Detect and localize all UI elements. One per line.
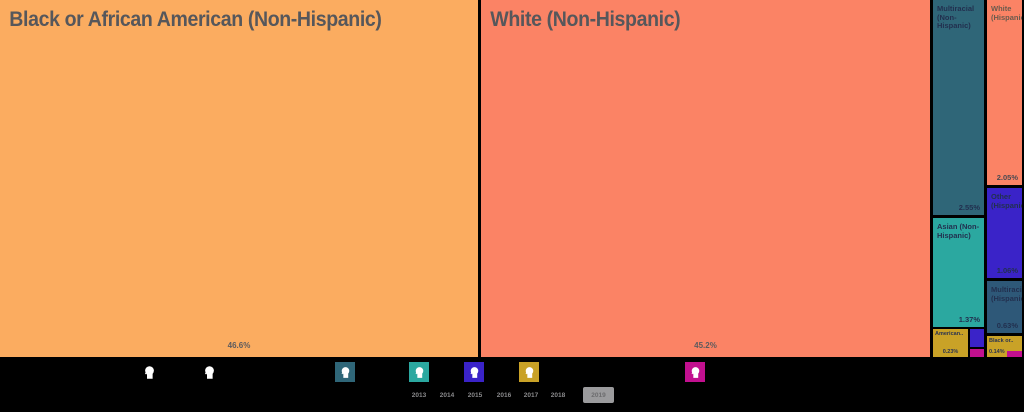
year-button-2014[interactable]: 2014 [439, 392, 455, 399]
treemap-block-black-non-hispanic[interactable]: Black or African American (Non-Hispanic)… [0, 0, 478, 357]
year-button-2016[interactable]: 2016 [496, 392, 512, 399]
block-percent: 1.37% [958, 315, 980, 324]
person-icon [470, 366, 478, 378]
legend-person-icon-1[interactable] [139, 362, 159, 382]
block-label: White (Hispanic) [991, 4, 1022, 22]
year-button-2013[interactable]: 2013 [411, 392, 427, 399]
treemap-block-white-hispanic[interactable]: White (Hispanic) 2.05% [987, 0, 1022, 185]
treemap-block-multiracial-non-hispanic[interactable]: Multiracial (Non- Hispanic) 2.55% [933, 0, 984, 215]
year-button-2015[interactable]: 2015 [467, 392, 483, 399]
block-percent: 2.05% [996, 173, 1018, 182]
legend-person-icon-other-h[interactable] [464, 362, 484, 382]
treemap-block-small-magenta-2[interactable] [1007, 351, 1022, 357]
block-label: White (Non-Hispanic) [490, 8, 681, 31]
year-button-selected[interactable]: 2019 [583, 387, 614, 403]
legend-person-icon-2[interactable] [199, 362, 219, 382]
person-icon [415, 366, 423, 378]
person-icon [204, 365, 214, 379]
block-label: American.. [935, 331, 964, 337]
treemap-block-small-magenta-1[interactable] [970, 349, 984, 357]
legend-person-icon-gold[interactable] [519, 362, 539, 382]
legend-person-icon-magenta[interactable] [685, 362, 705, 382]
block-label: Multiracial (Hispanic) [991, 285, 1022, 303]
block-percent: 46.6% [227, 341, 251, 350]
block-label: Other (Hispanic) [991, 192, 1022, 210]
block-label: Black or.. [989, 338, 1014, 344]
treemap-block-small-blue[interactable] [970, 329, 984, 347]
treemap-block-asian-non-hispanic[interactable]: Asian (Non- Hispanic) 1.37% [933, 218, 984, 327]
person-icon [341, 366, 349, 378]
block-label: Black or African American (Non-Hispanic) [9, 8, 382, 31]
block-percent: 0.14% [989, 349, 1005, 355]
legend-person-icon-multiracial-nh[interactable] [335, 362, 355, 382]
person-icon [691, 366, 699, 378]
legend-person-icon-asian-nh[interactable] [409, 362, 429, 382]
treemap-block-multiracial-hispanic[interactable]: Multiracial (Hispanic) 0.63% [987, 281, 1022, 333]
person-icon [144, 365, 154, 379]
block-percent: 0.23% [942, 349, 959, 355]
treemap-block-american-indian-non-hispanic[interactable]: American.. 0.23% [933, 329, 968, 357]
block-label: Multiracial (Non- Hispanic) [937, 4, 975, 30]
block-label: Asian (Non- Hispanic) [937, 222, 980, 240]
block-percent: 0.63% [996, 321, 1018, 330]
year-button-2017[interactable]: 2017 [523, 392, 539, 399]
block-percent: 1.06% [996, 266, 1018, 275]
treemap-block-other-hispanic[interactable]: Other (Hispanic) 1.06% [987, 188, 1022, 278]
block-percent: 2.55% [958, 203, 980, 212]
block-percent: 45.2% [694, 341, 717, 350]
year-button-2018[interactable]: 2018 [550, 392, 566, 399]
person-icon [525, 366, 533, 378]
treemap-block-white-non-hispanic[interactable]: White (Non-Hispanic) 45.2% [481, 0, 930, 357]
